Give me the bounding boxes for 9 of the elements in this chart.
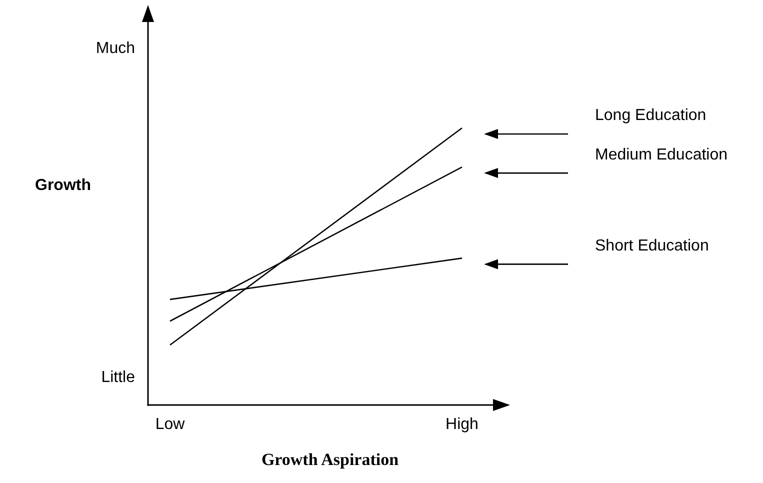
text: Little [101, 369, 136, 386]
x-axis-title: Growth Aspiration [261, 450, 400, 469]
text: Medium Education [595, 146, 728, 164]
text: Long Education [595, 107, 706, 124]
x-tick-label: High [446, 416, 478, 433]
y-axis-title: Growth [35, 177, 91, 194]
x-tick-label: Low [155, 416, 186, 433]
text: Short Education [595, 237, 709, 254]
text: Much [96, 40, 135, 57]
